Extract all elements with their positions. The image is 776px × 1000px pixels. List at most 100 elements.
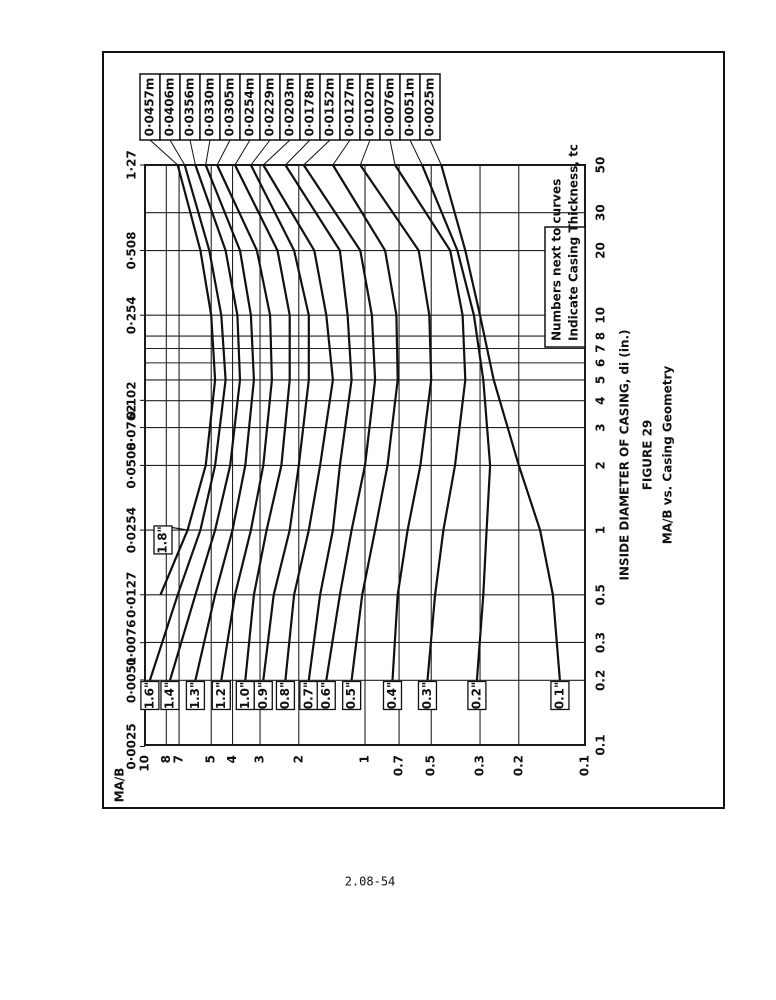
leader-line <box>205 139 211 166</box>
metric-label: 0·0051m <box>403 78 417 137</box>
thickness-label: 1.0" <box>238 682 252 710</box>
curve <box>194 164 256 681</box>
thickness-label-box <box>341 680 362 711</box>
curve <box>216 164 274 681</box>
curve <box>440 164 561 681</box>
annotation-text: Numbers next to curves <box>550 179 564 341</box>
y-tick-label: 1 <box>358 755 372 763</box>
curve <box>284 164 353 681</box>
thickness-label: 0.7" <box>301 682 315 710</box>
curve <box>249 164 310 681</box>
leader-line <box>389 139 396 166</box>
x2-tick-label: 0·0127 <box>125 572 139 618</box>
y-tick-label: 0.5 <box>424 755 438 776</box>
metric-label: 0·0330m <box>203 78 217 137</box>
annotation-text: Indicate Casing Thickness, tc <box>567 144 581 341</box>
thickness-label-box <box>160 680 180 711</box>
x-tick-label: 0.2 <box>594 670 608 691</box>
leader-line <box>303 139 331 166</box>
rotated-chart: 0.10.20.30.512345678102030500·00250·0051… <box>113 73 675 803</box>
metric-label: 0·0076m <box>383 78 397 137</box>
thickness-label: 0.3" <box>420 682 434 710</box>
metric-label: 0·0102m <box>363 78 377 137</box>
y-tick-label: 0.3 <box>473 755 487 776</box>
y-tick-label: 0.2 <box>511 755 525 776</box>
thickness-label: 1.2" <box>214 682 228 710</box>
y-tick-label: 3 <box>253 755 267 763</box>
thickness-label: 0.9" <box>256 682 270 710</box>
leader-line <box>250 139 271 166</box>
x-tick-label: 2 <box>594 461 608 469</box>
leader-line <box>285 139 311 166</box>
x-tick-label: 6 <box>594 359 608 367</box>
leader-line <box>332 139 351 166</box>
leader-line <box>262 139 291 166</box>
x2-tick-label: 0·254 <box>125 296 139 334</box>
x-tick-label: 1 <box>594 526 608 534</box>
thickness-label-box <box>275 680 296 711</box>
figure-subtitle: MA/B vs. Casing Geometry <box>661 366 675 545</box>
curve <box>148 164 227 681</box>
x-tick-label: 0.3 <box>594 632 608 653</box>
x2-tick-label: 0·0508 <box>125 442 139 488</box>
thickness-label: 1.8" <box>156 526 170 554</box>
leader-line <box>216 139 231 166</box>
thickness-label-box <box>417 680 438 711</box>
thickness-label: 1.3" <box>188 682 202 710</box>
x2-tick-label: 0·0254 <box>125 507 139 553</box>
thickness-label-box <box>316 680 336 711</box>
metric-label: 0·0406m <box>163 78 177 137</box>
thickness-label-box <box>153 525 173 555</box>
x-tick-label: 7 <box>594 344 608 352</box>
thickness-label-box <box>185 680 206 711</box>
metric-label: 0·0025m <box>423 78 437 137</box>
thickness-label: 0.5" <box>344 682 358 710</box>
thickness-label: 0.4" <box>385 682 399 710</box>
thickness-label-box <box>467 680 487 711</box>
metric-label: 0·0229m <box>263 78 277 137</box>
leader-line <box>189 139 196 166</box>
thickness-label-box <box>382 680 403 711</box>
thickness-label-box <box>140 680 160 711</box>
thickness-label: 0.2" <box>469 682 483 710</box>
x-axis-title: INSIDE DIAMETER OF CASING, di (in.) <box>618 329 632 580</box>
metric-label: 0·0356m <box>183 78 197 137</box>
curve <box>262 164 335 681</box>
leader-line <box>169 139 186 166</box>
curve <box>359 164 433 681</box>
y-tick-label: 0.7 <box>392 755 406 776</box>
y-tick-label: 4 <box>225 755 239 763</box>
leader-line <box>359 139 371 166</box>
metric-label: 0·0457m <box>143 78 157 137</box>
y-axis-title: MA/B <box>113 768 127 803</box>
x2-tick-label: 1·27 <box>125 150 139 180</box>
y-tick-label: 8 <box>159 755 173 763</box>
y-tick-label: 2 <box>291 755 305 763</box>
thickness-label-box <box>550 680 570 711</box>
thickness-label: 0.8" <box>278 682 292 710</box>
curve <box>331 164 399 681</box>
y-tick-label: 0.1 <box>578 755 592 776</box>
x2-tick-label: 0·0051 <box>125 657 139 703</box>
x2-tick-label: 0·508 <box>125 232 139 270</box>
x2-tick-label: 0·0076 <box>125 620 139 666</box>
thickness-label: 0.6" <box>319 682 333 710</box>
metric-label: 0·0178m <box>303 78 317 137</box>
metric-label: 0·0127m <box>343 78 357 137</box>
x-tick-label: 8 <box>594 332 608 340</box>
page-number: 2.08-54 <box>345 875 396 889</box>
y-tick-label: 7 <box>172 755 186 763</box>
x-tick-label: 3 <box>594 423 608 431</box>
leader-line <box>429 139 442 166</box>
x2-tick-label: 0·0762 <box>125 404 139 450</box>
x-tick-label: 50 <box>594 157 608 174</box>
x2-tick-label: 0·102 <box>125 381 139 419</box>
metric-label: 0·0203m <box>283 78 297 137</box>
leader-line <box>149 139 179 166</box>
thickness-label: 1.6" <box>142 682 156 710</box>
x-tick-label: 30 <box>594 204 608 221</box>
curve <box>168 164 242 681</box>
y-tick-label: 5 <box>204 755 218 763</box>
thickness-label-box <box>253 680 273 711</box>
